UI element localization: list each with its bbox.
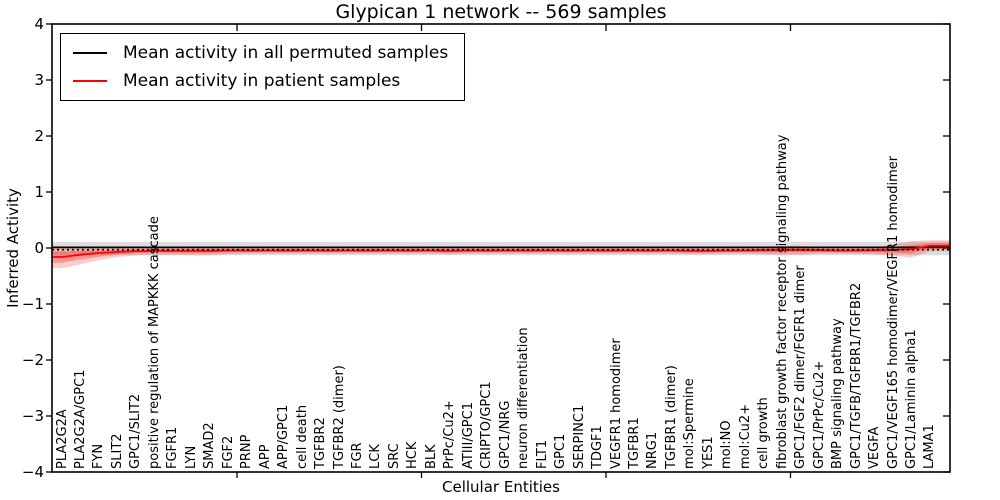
x-category-label: mol:Cu2+ xyxy=(737,403,753,469)
x-category-label: SRC xyxy=(386,443,402,469)
x-category-label: PLA2G2A xyxy=(54,409,70,469)
legend-label-patient: Mean activity in patient samples xyxy=(123,71,401,91)
y-tick-label: 0 xyxy=(34,239,44,257)
y-tick-label: 1 xyxy=(34,183,44,201)
x-category-label: YES1 xyxy=(700,436,716,469)
x-category-label: VEGFA xyxy=(867,426,883,469)
x-category-label: TGFBR1 (dimer) xyxy=(663,365,679,469)
y-tick-label: −3 xyxy=(21,407,44,425)
x-category-label: PRNP xyxy=(239,434,255,469)
x-category-label: TGFBR2 (dimer) xyxy=(331,365,347,469)
x-category-label: LAMA1 xyxy=(922,424,938,469)
x-category-label: mol:Spermine xyxy=(682,378,698,469)
x-category-label: NRG1 xyxy=(645,431,661,469)
x-category-label: neuron differentiation xyxy=(516,327,532,469)
x-category-label: BMP signaling pathway xyxy=(830,318,846,469)
x-category-label: fibroblast growth factor receptor signal… xyxy=(774,134,790,469)
x-category-label: TGFBR2 xyxy=(313,417,329,469)
x-category-label: APP xyxy=(257,444,273,469)
legend-item-permuted: Mean activity in all permuted samples xyxy=(73,39,448,67)
x-category-label: HCK xyxy=(405,441,421,469)
y-tick-label: 2 xyxy=(34,127,44,145)
permuted-line-swatch xyxy=(73,52,107,54)
chart-title: Glypican 1 network -- 569 samples xyxy=(335,1,667,23)
x-category-label: SLIT2 xyxy=(109,433,125,469)
legend-label-permuted: Mean activity in all permuted samples xyxy=(123,43,449,63)
x-category-label: SMAD2 xyxy=(202,422,218,469)
x-axis-label: Cellular Entities xyxy=(442,478,560,496)
x-category-label: CRIPTO/GPC1 xyxy=(479,381,495,469)
y-tick-label: 3 xyxy=(34,71,44,89)
patient-line-swatch xyxy=(73,80,107,82)
x-category-label: GPC1/FGF2 dimer/FGFR1 dimer xyxy=(793,265,809,469)
x-category-label: positive regulation of MAPKKK cascade xyxy=(146,216,162,469)
x-category-label: LYN xyxy=(183,445,199,469)
x-category-label: PrPc/Cu2+ xyxy=(442,400,458,469)
x-category-label: FLT1 xyxy=(534,439,550,469)
x-category-label: TGFBR1 xyxy=(627,417,642,469)
x-category-label: FGF2 xyxy=(220,435,236,469)
x-category-label: mol:NO xyxy=(719,420,735,469)
x-category-label: GPC1/PrPc/Cu2+ xyxy=(811,360,827,469)
x-category-label: BLK xyxy=(423,444,439,469)
x-category-label: GPC1 xyxy=(553,433,569,469)
x-category-label: VEGFR1 homodimer xyxy=(608,338,624,469)
x-category-label: TDGF1 xyxy=(590,425,606,469)
x-category-label: APP/GPC1 xyxy=(276,404,292,469)
y-tick-label: −4 xyxy=(21,463,44,481)
y-tick-label: 4 xyxy=(34,15,44,33)
data-layer xyxy=(52,240,950,269)
x-category-label: GPC1/SLIT2 xyxy=(128,393,144,469)
x-category-label: FGFR1 xyxy=(165,426,181,469)
x-category-label: FYN xyxy=(91,443,107,469)
x-category-label: cell growth xyxy=(756,397,772,469)
x-category-label: FGR xyxy=(349,442,365,469)
x-category-label: GPC1/VEGF165 homodimer/VEGFR1 homodimer xyxy=(885,155,901,469)
x-category-label: SERPINC1 xyxy=(571,404,587,469)
x-category-label: GPC1/Laminin alpha1 xyxy=(904,329,920,469)
x-category-label: LCK xyxy=(368,444,384,469)
legend-item-patient: Mean activity in patient samples xyxy=(73,67,448,95)
x-category-label: cell death xyxy=(294,404,310,469)
legend-box: Mean activity in all permuted samples Me… xyxy=(60,33,466,101)
x-category-label: GPC1/NRG xyxy=(497,400,513,469)
y-tick-label: −1 xyxy=(21,295,44,313)
y-tick-label: −2 xyxy=(21,351,44,369)
x-category-label: GPC1/TGFB/TGFBR1/TGFBR2 xyxy=(848,282,864,469)
x-category-label: PLA2G2A/GPC1 xyxy=(72,369,88,469)
x-category-label: ATIII/GPC1 xyxy=(460,402,476,469)
